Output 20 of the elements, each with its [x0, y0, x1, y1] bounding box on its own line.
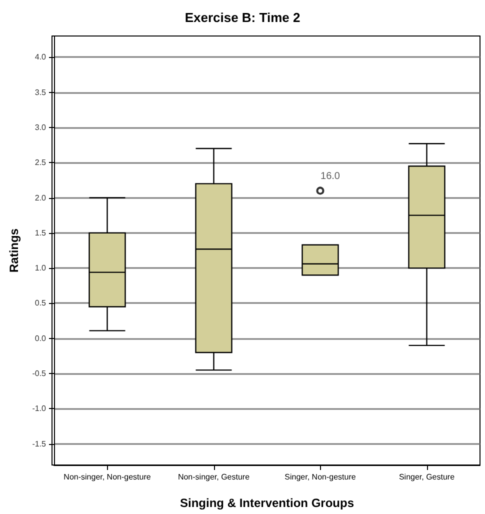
y-tick-label: 2.0	[34, 193, 47, 202]
annotation: 16.0	[320, 171, 340, 182]
y-tick-label: 1.0	[34, 264, 47, 273]
y-tick-label: 1.5	[34, 228, 47, 238]
x-tick-label: Singer, Non-gesture	[284, 472, 356, 482]
y-tick-label: 4.0	[34, 52, 47, 62]
y-tick-label: -0.5	[32, 369, 47, 378]
x-tick-label: Non-singer, Gesture	[178, 472, 250, 482]
y-tick-label: 0.5	[34, 298, 47, 308]
y-axis-title: Ratings	[7, 228, 21, 273]
x-axis-title: Singing & Intervention Groups	[180, 496, 354, 510]
x-tick-label: Singer, Gesture	[398, 472, 456, 482]
y-tick-label: 3.5	[34, 88, 47, 97]
chart-title: Exercise B: Time 2	[184, 10, 300, 25]
y-tick-label: -1.0	[32, 404, 47, 414]
x-tick-label: Non-singer, Non-gesture	[64, 472, 152, 482]
y-tick-label: 0.0	[34, 334, 47, 343]
y-tick-label: 2.5	[34, 158, 47, 168]
y-tick-label: 3.0	[34, 122, 47, 132]
y-tick-label: -1.5	[32, 439, 47, 448]
